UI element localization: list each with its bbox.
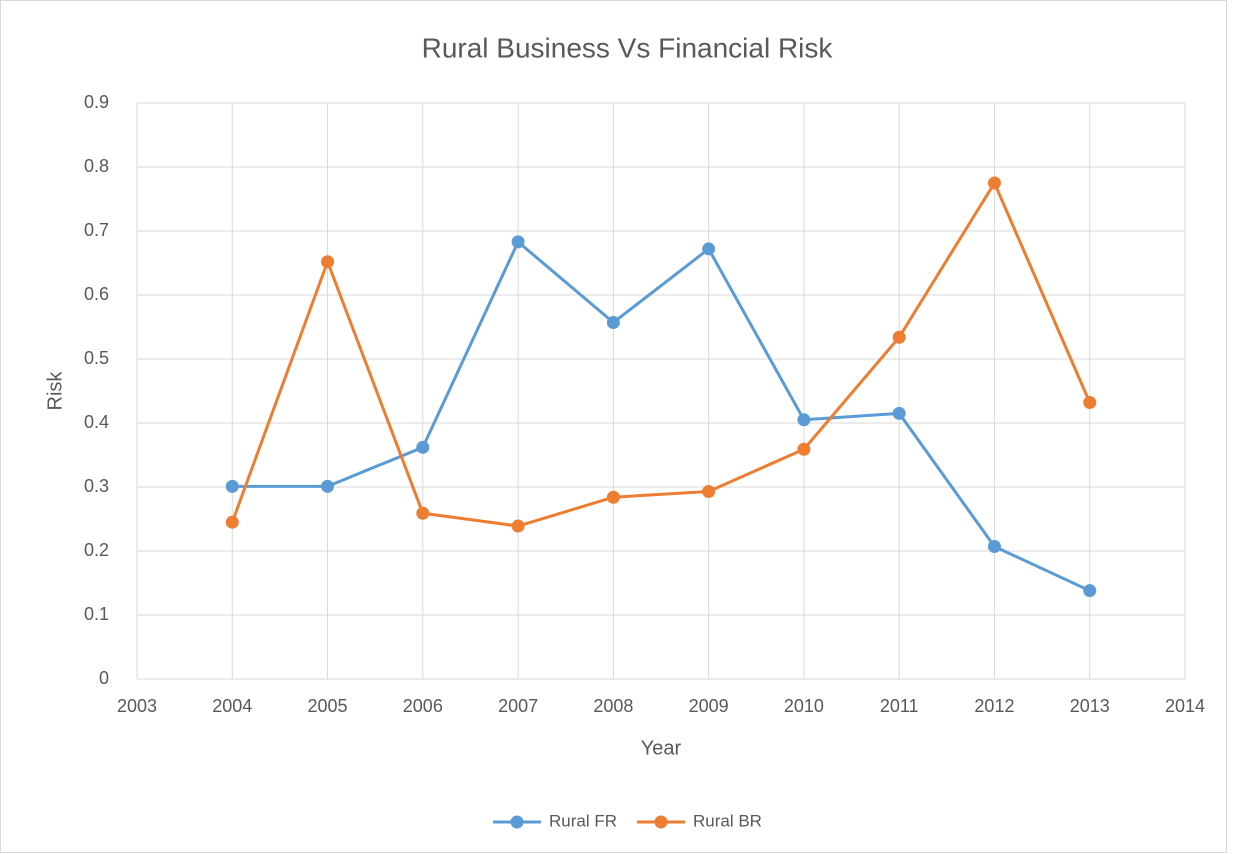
data-point [225,479,239,493]
data-point [511,519,525,533]
data-point [321,479,335,493]
y-tick-label: 0.2 [84,540,109,560]
y-tick-label: 0 [99,668,109,688]
x-tick-label: 2007 [498,696,538,716]
series-line [230,181,1092,528]
chart-title: Rural Business Vs Financial Risk [422,32,834,63]
y-tick-label: 0.1 [84,604,109,624]
legend-label: Rural BR [693,811,762,830]
legend-marker [510,815,524,829]
legend-label: Rural FR [549,811,617,830]
y-axis-label: Risk [44,371,66,411]
x-tick-label: 2010 [784,696,824,716]
data-point [797,413,811,427]
y-tick-label: 0.4 [84,412,109,432]
series-line [232,240,1091,593]
data-point [606,490,620,504]
x-tick-label: 2011 [880,696,919,716]
data-point [892,406,906,420]
y-tick-label: 0.7 [84,220,109,240]
data-point [321,255,335,269]
x-tick-label: 2004 [212,696,252,716]
x-tick-label: 2012 [974,696,1014,716]
data-point [511,235,525,249]
x-tick-label: 2003 [117,696,157,716]
data-point [416,440,430,454]
y-tick-label: 0.9 [84,92,109,112]
y-tick-label: 0.3 [84,476,109,496]
y-tick-label: 0.8 [84,156,109,176]
y-tick-label: 0.6 [84,284,109,304]
data-point [797,442,811,456]
data-point [702,484,716,498]
data-point [1083,396,1097,410]
x-axis-label: Year [641,737,682,759]
x-tick-label: 2014 [1165,696,1205,716]
x-tick-label: 2008 [593,696,633,716]
data-point [416,506,430,520]
data-point [987,540,1001,554]
data-point [987,176,1001,190]
x-tick-label: 2005 [308,696,348,716]
legend-marker [654,815,668,829]
data-point [702,242,716,256]
data-point [1083,584,1097,598]
data-point [606,316,620,330]
x-tick-label: 2009 [689,696,729,716]
data-point [892,330,906,344]
data-point [225,515,239,529]
x-tick-label: 2013 [1070,696,1110,716]
x-tick-label: 2006 [403,696,443,716]
y-tick-label: 0.5 [84,348,109,368]
